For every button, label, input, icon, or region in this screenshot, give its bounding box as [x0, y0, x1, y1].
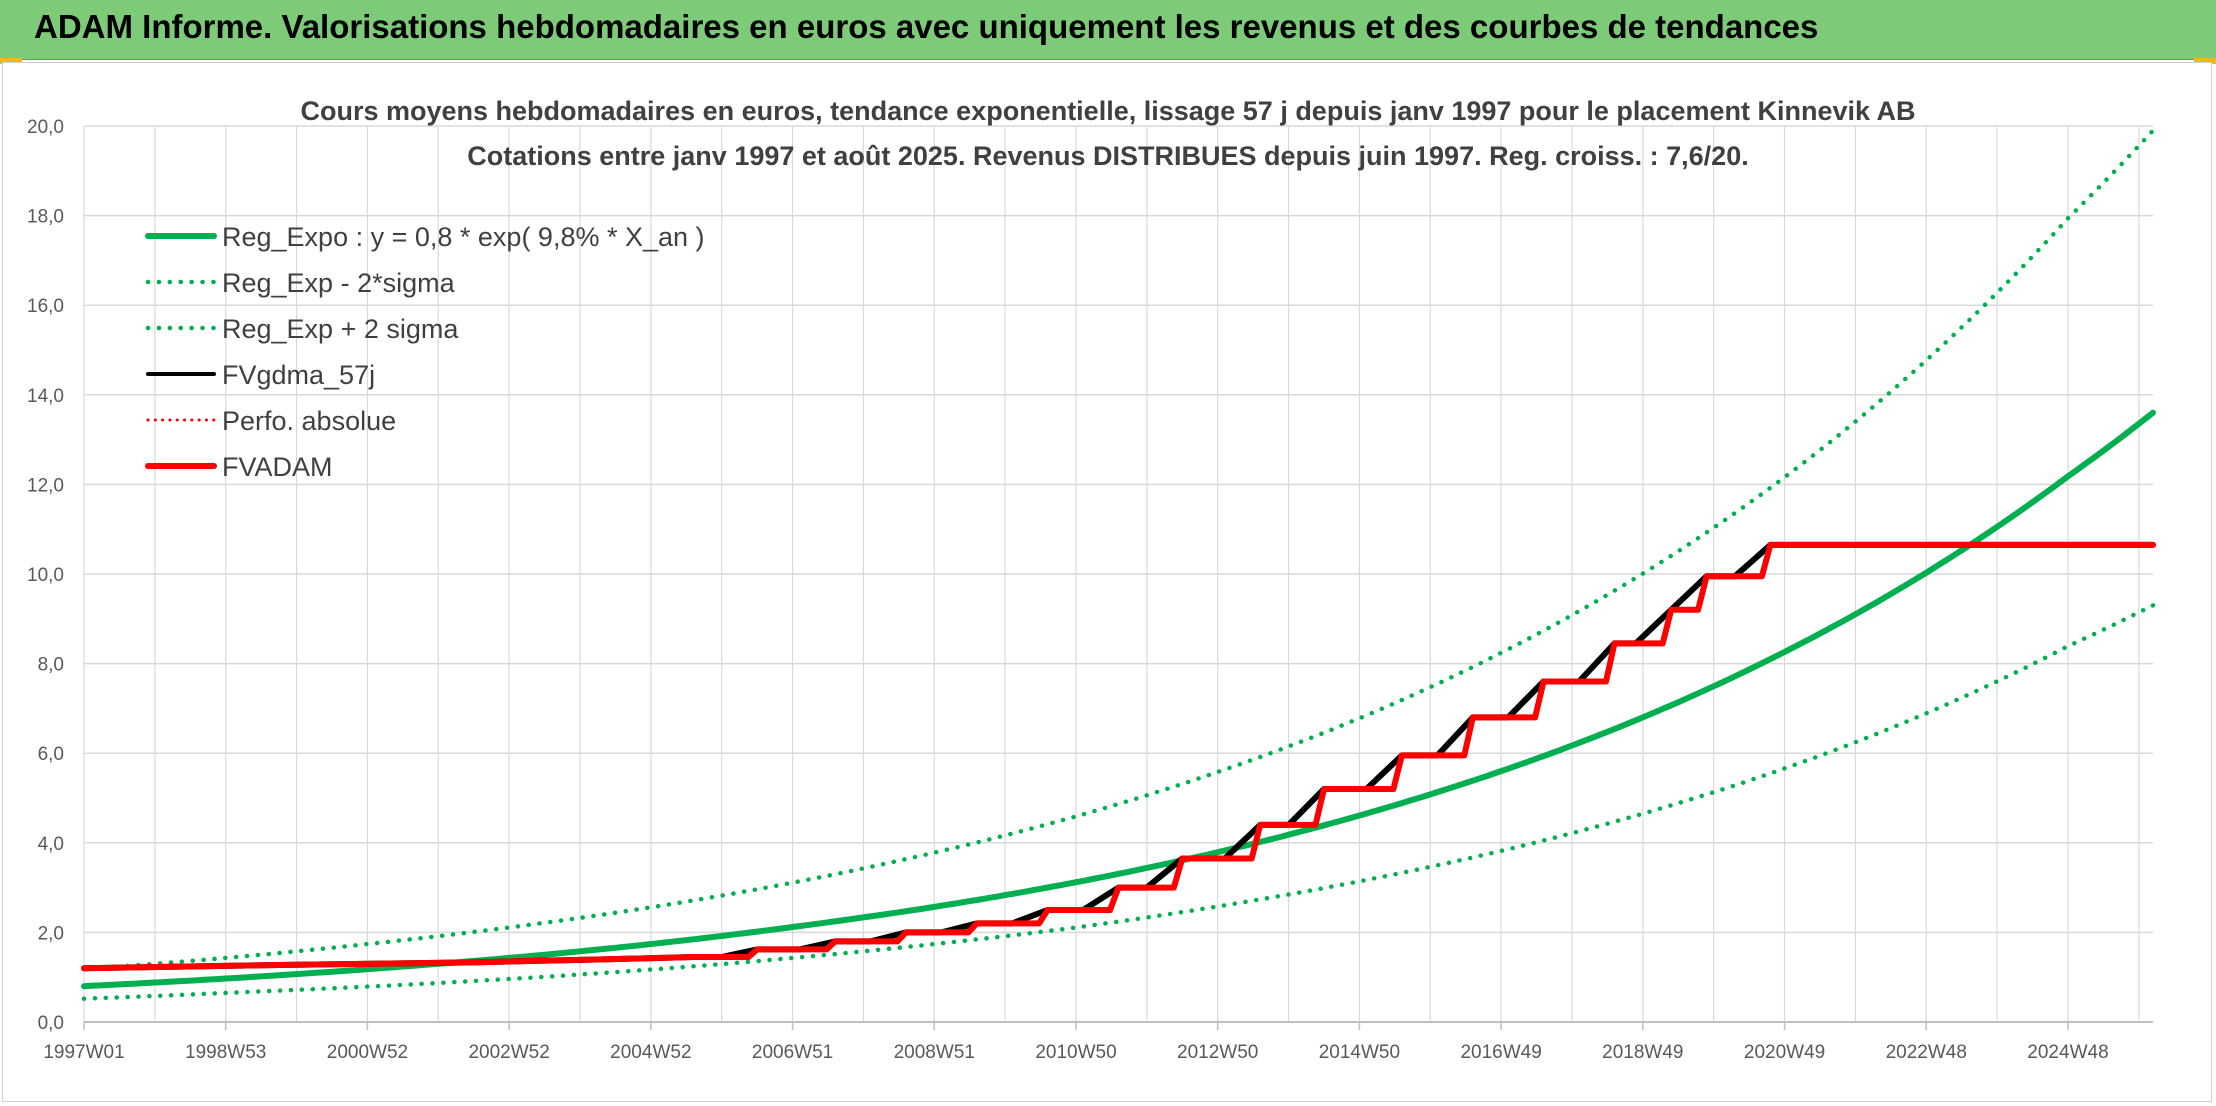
x-tick-label: 2002W52 [468, 1042, 549, 1063]
chart-area [2, 62, 2212, 1102]
legend-label-gdma: FVgdma_57j [222, 360, 375, 390]
x-tick-label: 2018W49 [1602, 1042, 1683, 1063]
y-tick-label: 10,0 [27, 565, 64, 586]
chart-title-line-2: Cotations entre janv 1997 et août 2025. … [467, 141, 1748, 171]
y-tick-label: 12,0 [27, 475, 64, 496]
reg-expo-line [81, 409, 2156, 990]
y-tick-label: 8,0 [38, 655, 64, 676]
y-tick-label: 0,0 [38, 1013, 64, 1034]
chart-title-line-1: Cours moyens hebdomadaires en euros, ten… [300, 96, 1915, 126]
legend-label-lower: Reg_Exp - 2*sigma [222, 268, 456, 298]
x-tick-label: 2004W52 [610, 1042, 691, 1063]
report-banner: ADAM Informe. Valorisations hebdomadaire… [0, 0, 2216, 60]
corner-marker-right [2194, 58, 2216, 64]
x-tick-label: 1997W01 [43, 1042, 124, 1063]
legend-label-reg: Reg_Expo : y = 0,8 * exp( 9,8% * X_an ) [222, 222, 705, 252]
legend-label-upper: Reg_Exp + 2 sigma [222, 314, 459, 344]
x-tick-label: 2024W48 [2027, 1042, 2108, 1063]
y-tick-label: 2,0 [38, 923, 64, 944]
legend-label-adam: FVADAM [222, 452, 333, 482]
y-tick-label: 4,0 [38, 834, 64, 855]
x-tick-label: 1998W53 [185, 1042, 266, 1063]
x-tick-label: 2012W50 [1177, 1042, 1258, 1063]
x-tick-label: 2016W49 [1460, 1042, 1541, 1063]
y-tick-label: 6,0 [38, 744, 64, 765]
legend: Reg_Expo : y = 0,8 * exp( 9,8% * X_an ) R… [145, 222, 705, 482]
plot-series [81, 128, 2156, 1001]
x-tick-label: 2014W50 [1319, 1042, 1400, 1063]
corner-marker-left [0, 58, 22, 64]
x-tick-label: 2008W51 [894, 1042, 975, 1063]
y-tick-label: 14,0 [27, 386, 64, 407]
legend-label-perfo: Perfo. absolue [222, 406, 396, 436]
grid [83, 125, 2153, 1023]
x-tick-label: 2022W48 [1886, 1042, 1967, 1063]
x-tick-label: 2010W50 [1035, 1042, 1116, 1063]
fvadam-line [81, 541, 2156, 972]
y-tick-label: 20,0 [27, 117, 64, 138]
fvgdma-57j-line [81, 541, 2156, 972]
reg-minus-2sigma-line [81, 603, 2156, 1001]
x-tick-label: 2006W51 [752, 1042, 833, 1063]
chart-title: Cours moyens hebdomadaires en euros, ten… [300, 96, 1915, 171]
x-tick-label: 2020W49 [1744, 1042, 1825, 1063]
y-tick-label: 18,0 [27, 207, 64, 228]
axes: 0,0 2,0 4,0 6,0 8,0 10,0 12,0 14,0 16,0 18,0 20,0 1… [27, 117, 2153, 1063]
y-tick-label: 16,0 [27, 296, 64, 317]
x-tick-label: 2000W52 [327, 1042, 408, 1063]
report-title: ADAM Informe. Valorisations hebdomadaire… [34, 8, 1819, 45]
